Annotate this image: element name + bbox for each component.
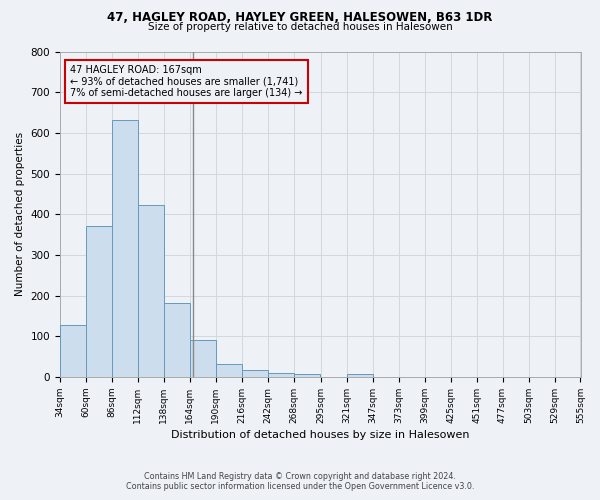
X-axis label: Distribution of detached houses by size in Halesowen: Distribution of detached houses by size …	[171, 430, 469, 440]
Text: 47, HAGLEY ROAD, HAYLEY GREEN, HALESOWEN, B63 1DR: 47, HAGLEY ROAD, HAYLEY GREEN, HALESOWEN…	[107, 11, 493, 24]
Text: Size of property relative to detached houses in Halesowen: Size of property relative to detached ho…	[148, 22, 452, 32]
Text: Contains HM Land Registry data © Crown copyright and database right 2024.
Contai: Contains HM Land Registry data © Crown c…	[126, 472, 474, 491]
Bar	[242, 370, 268, 377]
Bar	[268, 373, 294, 377]
Bar	[60, 326, 86, 377]
Bar	[164, 302, 190, 377]
Text: 47 HAGLEY ROAD: 167sqm
← 93% of detached houses are smaller (1,741)
7% of semi-d: 47 HAGLEY ROAD: 167sqm ← 93% of detached…	[70, 64, 302, 98]
Bar	[86, 226, 112, 377]
Bar	[294, 374, 320, 377]
Bar	[216, 364, 242, 377]
Bar	[138, 206, 164, 377]
Bar	[190, 340, 216, 377]
Bar	[112, 120, 138, 377]
Bar	[347, 374, 373, 377]
Y-axis label: Number of detached properties: Number of detached properties	[15, 132, 25, 296]
